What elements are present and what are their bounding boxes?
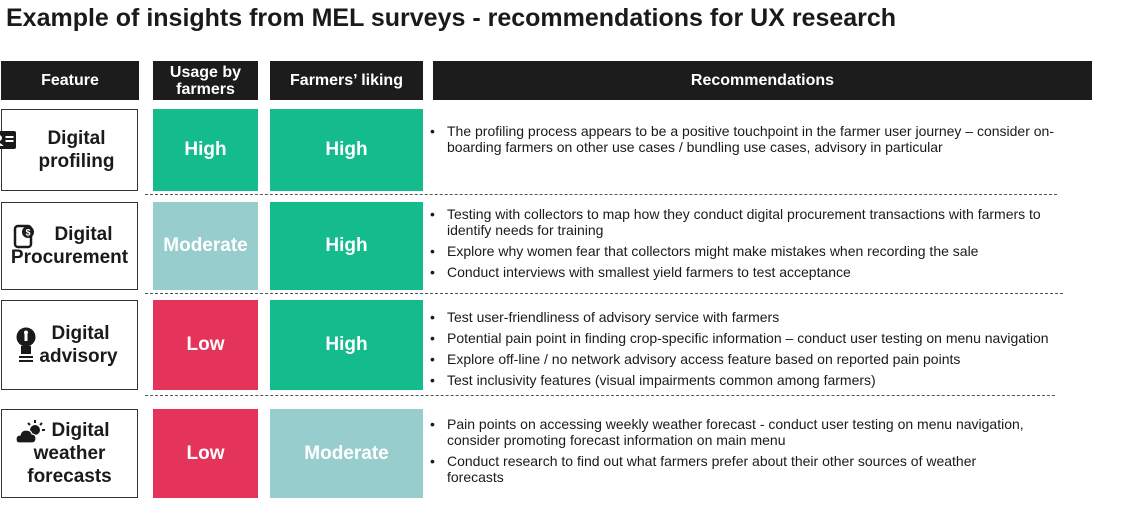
recommendation-item: Pain points on accessing weekly weather … (428, 416, 1028, 448)
usage-badge-profiling: High (153, 109, 258, 191)
row-divider (145, 395, 1055, 396)
id-card-icon (0, 131, 16, 149)
liking-badge-weather: Moderate (270, 409, 423, 498)
feature-label-line3: forecasts (27, 466, 112, 487)
weather-icon (15, 420, 46, 444)
lightbulb-icon (16, 327, 36, 362)
usage-badge-procurement: Moderate (153, 202, 258, 290)
liking-badge-advisory: High (270, 300, 423, 390)
header-liking: Farmers’ liking (270, 61, 423, 100)
header-usage-line1: Usage by (169, 63, 242, 81)
svg-text:$: $ (25, 228, 30, 238)
recommendations-weather: Pain points on accessing weekly weather … (428, 416, 1028, 490)
recommendation-item: Conduct interviews with smallest yield f… (428, 264, 1088, 280)
feature-label-line1: Digital (47, 128, 106, 149)
page-title: Example of insights from MEL surveys - r… (6, 4, 897, 32)
feature-digital-procurement: $ Digital Procurement (1, 202, 138, 290)
recommendations-profiling: The profiling process appears to be a po… (428, 123, 1088, 160)
row-divider (145, 194, 1057, 195)
feature-label-line2: Procurement (10, 247, 129, 268)
usage-badge-advisory: Low (153, 300, 258, 390)
feature-digital-advisory: Digital advisory (1, 300, 138, 390)
recommendations-procurement: Testing with collectors to map how they … (428, 206, 1088, 285)
feature-label-line2: profiling (38, 151, 115, 172)
row-divider (145, 293, 1063, 294)
recommendation-item: Conduct research to find out what farmer… (428, 453, 1028, 485)
recommendation-item: The profiling process appears to be a po… (428, 123, 1088, 155)
liking-badge-profiling: High (270, 109, 423, 191)
recommendation-item: Potential pain point in finding crop-spe… (428, 330, 1088, 346)
feature-label-line1: Digital (51, 323, 110, 344)
header-usage: Usage by farmers (153, 61, 258, 100)
recommendation-item: Test inclusivity features (visual impair… (428, 372, 1088, 388)
feature-digital-profiling: Digital profiling (0, 109, 138, 191)
header-feature: Feature (1, 61, 139, 100)
recommendation-item: Test user-friendliness of advisory servi… (428, 309, 1088, 325)
recommendations-advisory: Test user-friendliness of advisory servi… (428, 309, 1088, 393)
feature-label-line1: Digital (51, 420, 110, 441)
header-usage-line2: farmers (176, 80, 235, 98)
feature-label-line1: Digital (54, 224, 113, 245)
usage-badge-weather: Low (153, 409, 258, 498)
feature-label-line2: advisory (39, 346, 118, 367)
recommendation-item: Explore off-line / no network advisory a… (428, 351, 1088, 367)
feature-digital-weather-forecasts: Digital weather forecasts (1, 409, 138, 498)
recommendation-item: Testing with collectors to map how they … (428, 206, 1088, 238)
feature-label-line2: weather (33, 443, 106, 464)
liking-badge-procurement: High (270, 202, 423, 290)
payment-icon: $ (13, 224, 34, 249)
recommendation-item: Explore why women fear that collectors m… (428, 243, 1088, 259)
header-recommendations: Recommendations (433, 61, 1092, 100)
